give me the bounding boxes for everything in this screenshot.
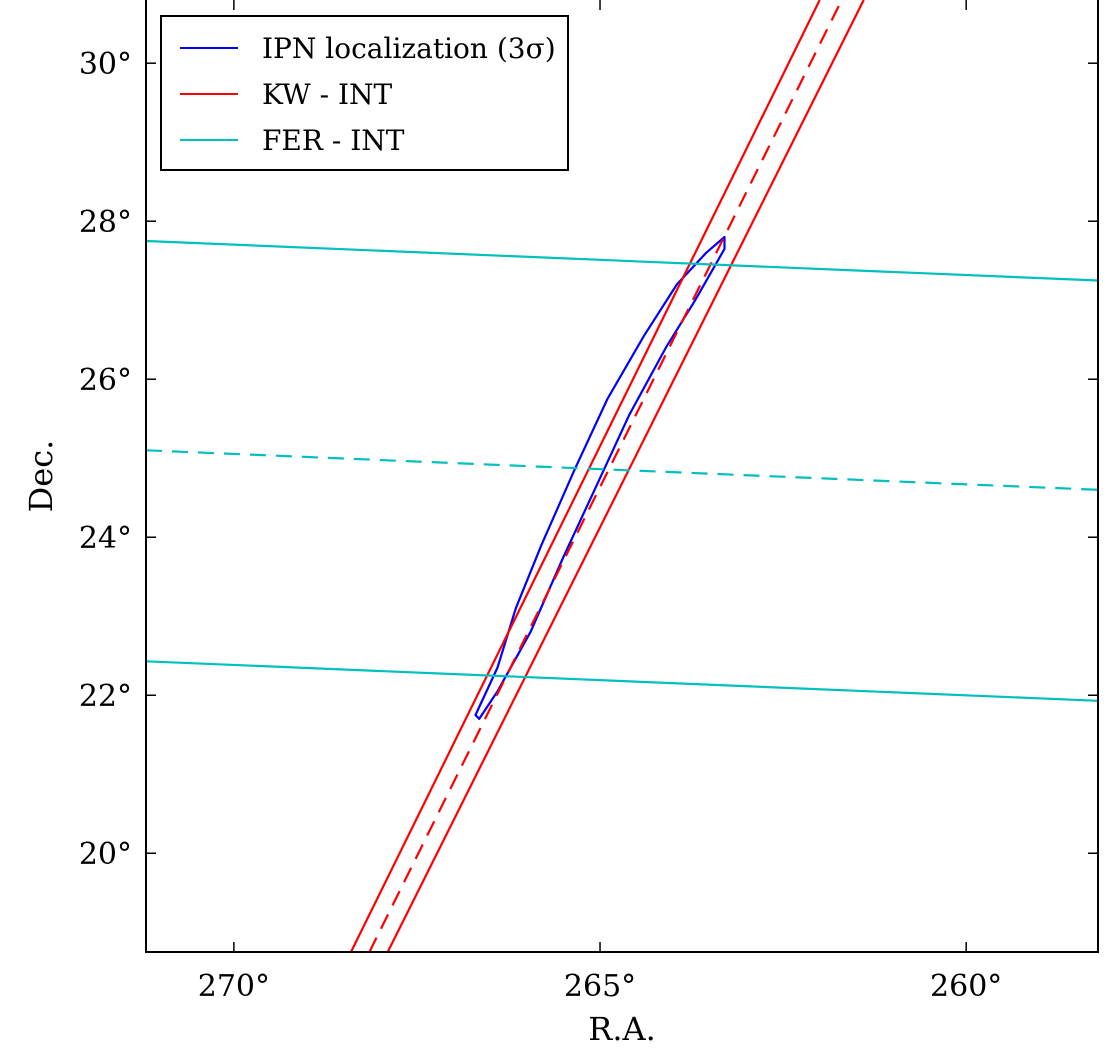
series-fer-int-lower xyxy=(146,660,1098,702)
ticks-layer: 270° 265° 260° 20° 22° 24° 26° 28° 30° xyxy=(79,0,1098,1004)
series-layer xyxy=(146,0,1098,952)
y-tick-label: 24° xyxy=(79,521,132,556)
series-ipn-localization-3 xyxy=(474,235,726,721)
x-tick-label: 270° xyxy=(198,969,270,1004)
y-tick-label: 28° xyxy=(79,205,132,240)
series-kw-int-lower xyxy=(386,0,865,952)
legend-label-ipn: IPN localization (3σ) xyxy=(262,32,556,65)
y-tick-label: 26° xyxy=(79,363,132,398)
x-axis-label: R.A. xyxy=(588,1010,656,1048)
series-kw-int-center xyxy=(368,0,843,952)
series-kw-int-upper xyxy=(350,0,821,952)
x-tick-label: 260° xyxy=(930,969,1002,1004)
legend-label-fer-int: FER - INT xyxy=(262,124,405,157)
plot-frame xyxy=(145,0,1099,953)
y-tick-label: 30° xyxy=(79,47,132,82)
series-fer-int-upper xyxy=(146,239,1098,282)
legend: IPN localization (3σ) KW - INT FER - INT xyxy=(160,15,569,171)
y-tick-label: 22° xyxy=(79,679,132,714)
legend-label-kw-int: KW - INT xyxy=(262,78,393,111)
y-tick-label: 20° xyxy=(79,837,132,872)
y-axis-label: Dec. xyxy=(22,440,60,513)
x-tick-label: 265° xyxy=(564,969,636,1004)
series-fer-int-center xyxy=(146,449,1098,491)
